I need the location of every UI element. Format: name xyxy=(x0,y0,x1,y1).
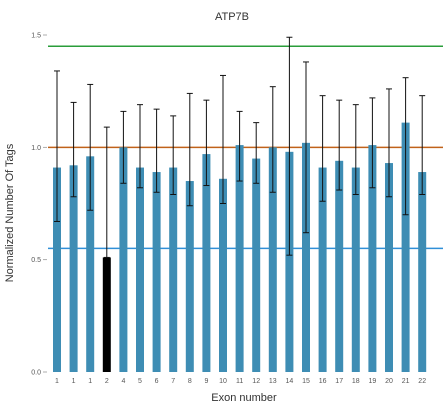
x-axis-label: Exon number xyxy=(211,392,277,404)
x-tick-label: 7 xyxy=(171,378,175,385)
y-tick-label: 0.5 xyxy=(31,257,41,264)
chart-title: ATP7B xyxy=(215,11,249,23)
bar-2 xyxy=(69,165,78,372)
y-axis-label: Normalized Number Of Tags xyxy=(4,143,16,282)
x-tick-label: 9 xyxy=(204,378,208,385)
bar-19 xyxy=(351,167,360,372)
error-bars xyxy=(54,36,426,258)
x-tick-label: 8 xyxy=(188,378,192,385)
reference-lines xyxy=(48,45,443,250)
x-ticks: 1 1 1 2 4 5 6 7 8 9 10 11 12 13 14 15 16 17 18 19 20 21 22 xyxy=(55,378,426,385)
bar-9 xyxy=(185,181,194,372)
x-tick-label: 13 xyxy=(269,378,277,385)
x-tick-label: 10 xyxy=(219,378,227,385)
bar-3 xyxy=(86,156,95,372)
x-tick-label: 12 xyxy=(252,378,260,385)
bar-8 xyxy=(169,167,178,372)
x-tick-label: 1 xyxy=(72,378,76,385)
x-tick-label: 5 xyxy=(138,378,142,385)
bar-10 xyxy=(202,154,211,372)
bar-7 xyxy=(152,172,161,372)
y-tick-label: 0.0 xyxy=(31,370,41,377)
bar-15 xyxy=(285,151,294,372)
bar-18 xyxy=(335,160,344,372)
bar-14 xyxy=(268,147,277,372)
y-tick-label: 1.5 xyxy=(31,33,41,40)
bar-16 xyxy=(302,142,310,372)
x-tick-label: 20 xyxy=(385,378,393,385)
x-tick-label: 1 xyxy=(88,378,92,385)
x-tick-label: 6 xyxy=(155,378,159,385)
bar-13 xyxy=(252,158,261,372)
x-tick-label: 14 xyxy=(286,378,294,385)
x-tick-label: 2 xyxy=(105,378,109,385)
x-tick-label: 18 xyxy=(352,378,360,385)
bar-6 xyxy=(136,167,144,372)
bar-22 xyxy=(401,122,410,373)
x-tick-label: 22 xyxy=(418,378,426,385)
x-tick-label: 19 xyxy=(369,378,377,385)
y-ticks: 0.0 0.5 1.0 1.5 xyxy=(31,33,47,377)
bar-11 xyxy=(219,178,227,372)
x-tick-label: 16 xyxy=(319,378,327,385)
bar-20 xyxy=(368,145,377,372)
bar-23 xyxy=(418,172,427,372)
x-tick-label: 17 xyxy=(335,378,343,385)
x-tick-label: 1 xyxy=(55,378,59,385)
x-tick-label: 4 xyxy=(121,378,125,385)
x-tick-label: 21 xyxy=(402,378,410,385)
bar-1 xyxy=(53,167,61,372)
bar-4 xyxy=(102,257,111,372)
bar-5 xyxy=(119,147,128,372)
y-tick-label: 1.0 xyxy=(31,145,41,152)
bar-21 xyxy=(385,163,393,372)
x-tick-label: 15 xyxy=(302,378,310,385)
bar-12 xyxy=(235,145,244,372)
bars xyxy=(53,122,427,373)
bar-17 xyxy=(318,167,327,372)
x-tick-label: 11 xyxy=(236,378,243,385)
